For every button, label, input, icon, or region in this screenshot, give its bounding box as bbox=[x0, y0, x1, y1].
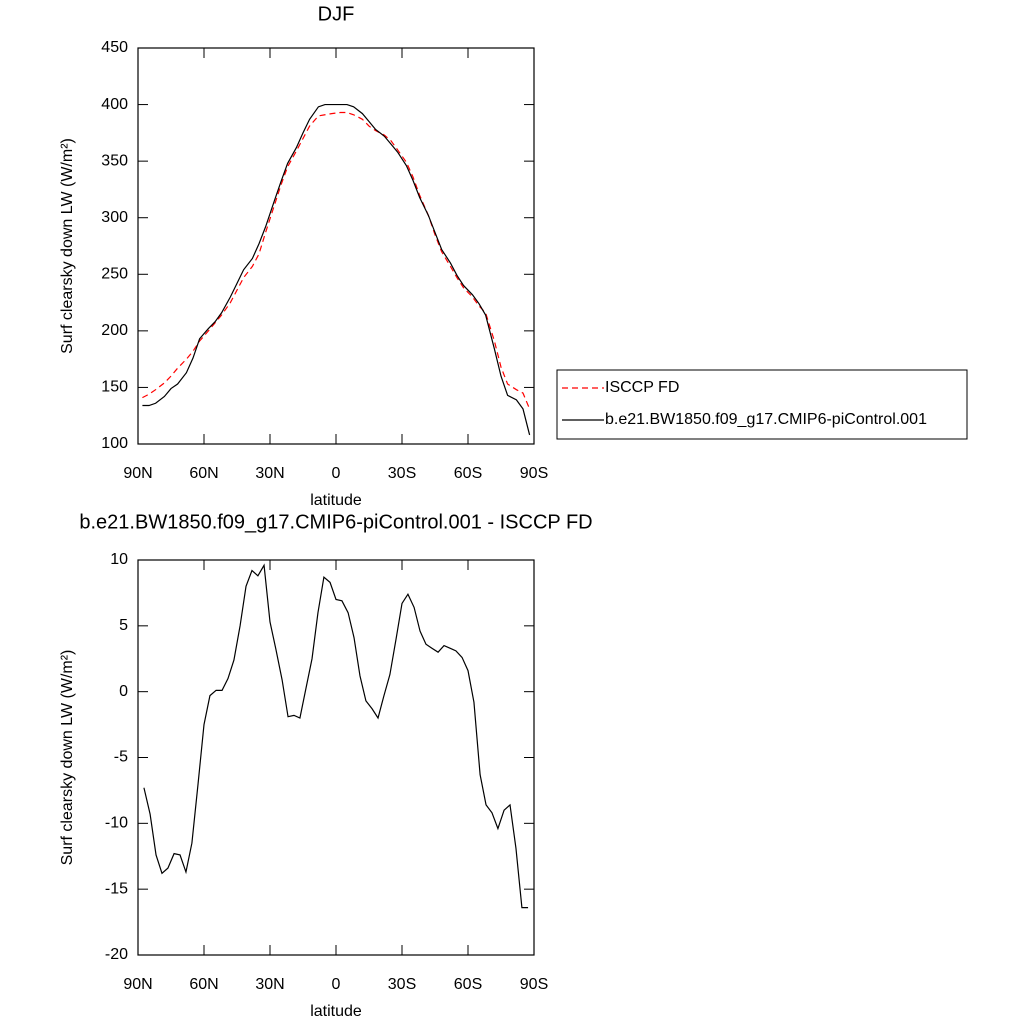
x-tick-label: 30S bbox=[388, 465, 416, 482]
x-tick-label: 30S bbox=[388, 976, 416, 993]
legend-label: b.e21.BW1850.f09_g17.CMIP6-piControl.001 bbox=[605, 411, 927, 428]
data-line bbox=[143, 563, 529, 909]
y-tick-label: -5 bbox=[114, 749, 128, 766]
y-tick-label: 400 bbox=[101, 96, 128, 113]
x-tick-label: 60N bbox=[189, 976, 218, 993]
legend-box bbox=[556, 369, 968, 440]
y-tick-label: 350 bbox=[101, 152, 128, 169]
x-tick-label: 0 bbox=[332, 465, 341, 482]
y-tick-label: -20 bbox=[105, 946, 128, 963]
plot-frame bbox=[137, 559, 535, 956]
y-tick-label: 250 bbox=[101, 266, 128, 283]
y-tick-label: 450 bbox=[101, 39, 128, 56]
y-tick-label: 300 bbox=[101, 209, 128, 226]
y-tick-label: 0 bbox=[119, 683, 128, 700]
x-tick-label: 90N bbox=[123, 465, 152, 482]
chart-title: DJF bbox=[318, 3, 355, 25]
y-tick-label: -10 bbox=[105, 815, 128, 832]
legend-label: ISCCP FD bbox=[605, 379, 679, 396]
x-tick-label: 0 bbox=[332, 976, 341, 993]
x-tick-label: 30N bbox=[255, 465, 284, 482]
y-axis-label: Surf clearsky down LW (W/m²) bbox=[59, 138, 76, 354]
x-tick-label: 90N bbox=[123, 976, 152, 993]
plot-frame bbox=[137, 47, 535, 445]
y-tick-label: -15 bbox=[105, 880, 128, 897]
x-axis-label: latitude bbox=[310, 1003, 362, 1020]
y-tick-label: 100 bbox=[101, 435, 128, 452]
y-tick-label: 10 bbox=[110, 551, 128, 568]
x-tick-label: 60N bbox=[189, 465, 218, 482]
y-tick-label: 5 bbox=[119, 617, 128, 634]
y-tick-label: 200 bbox=[101, 322, 128, 339]
x-tick-label: 60S bbox=[454, 465, 482, 482]
x-axis-label: latitude bbox=[310, 492, 362, 509]
y-axis-label: Surf clearsky down LW (W/m²) bbox=[59, 650, 76, 866]
x-tick-label: 90S bbox=[520, 976, 548, 993]
x-tick-label: 30N bbox=[255, 976, 284, 993]
x-tick-label: 90S bbox=[520, 465, 548, 482]
x-tick-label: 60S bbox=[454, 976, 482, 993]
y-tick-label: 150 bbox=[101, 379, 128, 396]
chart-title: b.e21.BW1850.f09_g17.CMIP6-piControl.001… bbox=[79, 511, 592, 533]
data-line bbox=[142, 103, 531, 436]
data-line bbox=[142, 111, 531, 410]
